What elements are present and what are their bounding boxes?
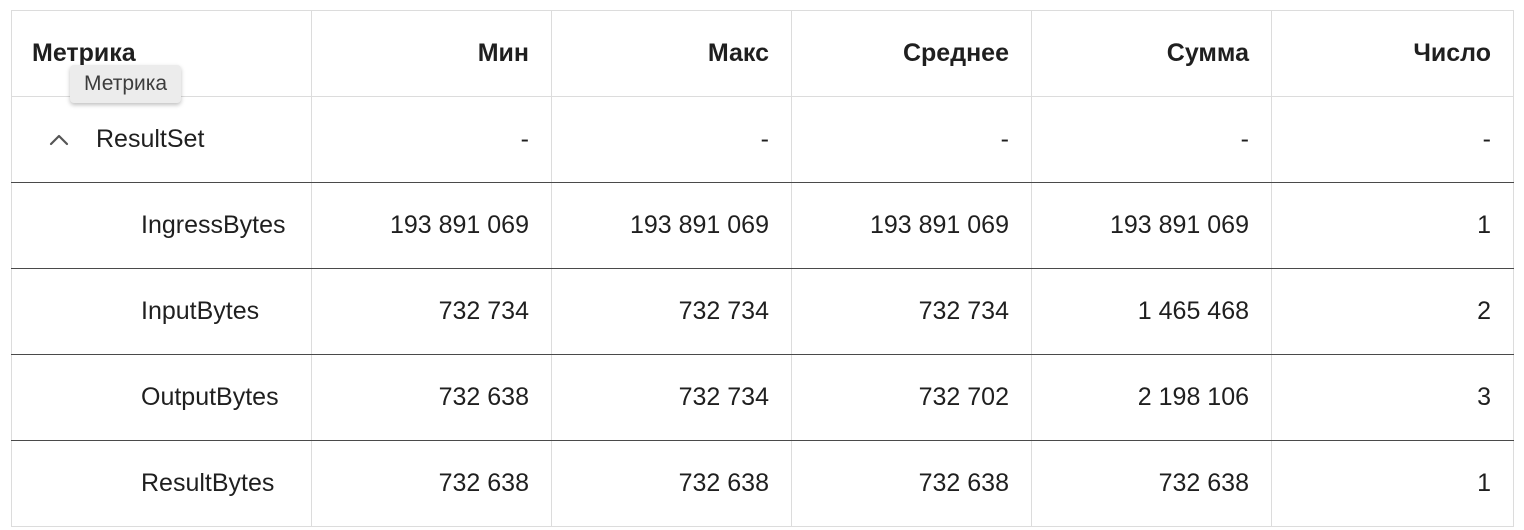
column-header-avg[interactable]: Среднее	[791, 10, 1032, 97]
table-cell: 2	[1271, 268, 1514, 355]
table-header-row: Метрика Мин Макс Среднее Сумма Число	[11, 10, 1514, 97]
table-cell: 732 734	[311, 268, 552, 355]
table-cell: 1 465 468	[1031, 268, 1272, 355]
metrics-table-container: Метрика Метрика Мин Макс Среднее Сумма Ч…	[11, 10, 1514, 527]
table-cell: 732 734	[551, 268, 792, 355]
table-row: OutputBytes 732 638 732 734 732 702 2 19…	[11, 354, 1514, 441]
table-cell: 3	[1271, 354, 1514, 441]
table-cell: -	[1271, 96, 1514, 183]
table-cell: 193 891 069	[791, 182, 1032, 269]
table-cell: 1	[1271, 182, 1514, 269]
table-cell: -	[791, 96, 1032, 183]
table-cell: -	[551, 96, 792, 183]
table-row: ResultBytes 732 638 732 638 732 638 732 …	[11, 440, 1514, 527]
table-cell: 732 638	[311, 354, 552, 441]
table-cell: 732 734	[551, 354, 792, 441]
table-cell: -	[311, 96, 552, 183]
metrics-table: Метрика Мин Макс Среднее Сумма Число Res…	[11, 10, 1514, 527]
metric-name-cell: IngressBytes	[11, 182, 312, 269]
table-cell: 193 891 069	[311, 182, 552, 269]
metric-name-cell: ResultBytes	[11, 440, 312, 527]
table-cell: 2 198 106	[1031, 354, 1272, 441]
table-cell: 1	[1271, 440, 1514, 527]
table-cell: 193 891 069	[551, 182, 792, 269]
table-cell: -	[1031, 96, 1272, 183]
table-cell: 732 734	[791, 268, 1032, 355]
metric-name-cell: OutputBytes	[11, 354, 312, 441]
column-header-max[interactable]: Макс	[551, 10, 792, 97]
table-cell: 193 891 069	[1031, 182, 1272, 269]
column-header-min[interactable]: Мин	[311, 10, 552, 97]
group-name-cell[interactable]: ResultSet	[11, 96, 312, 183]
table-cell: 732 638	[551, 440, 792, 527]
metric-name-cell: InputBytes	[11, 268, 312, 355]
table-cell: 732 638	[791, 440, 1032, 527]
column-header-count[interactable]: Число	[1271, 10, 1514, 97]
chevron-up-icon[interactable]	[48, 129, 70, 151]
column-header-sum[interactable]: Сумма	[1031, 10, 1272, 97]
table-group-row[interactable]: ResultSet - - - - -	[11, 96, 1514, 183]
table-row: IngressBytes 193 891 069 193 891 069 193…	[11, 182, 1514, 269]
table-cell: 732 638	[311, 440, 552, 527]
table-row: InputBytes 732 734 732 734 732 734 1 465…	[11, 268, 1514, 355]
table-cell: 732 702	[791, 354, 1032, 441]
group-name: ResultSet	[96, 125, 205, 153]
column-header-tooltip: Метрика	[70, 65, 182, 103]
table-cell: 732 638	[1031, 440, 1272, 527]
